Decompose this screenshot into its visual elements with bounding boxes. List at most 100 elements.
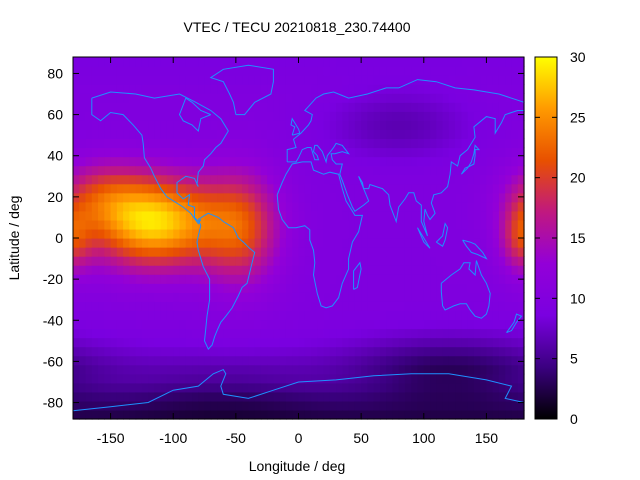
heatmap-cell [448, 292, 456, 302]
heatmap-cell [348, 183, 356, 194]
heatmap-cell [361, 409, 368, 420]
heatmap-cell [311, 93, 318, 103]
heatmap-cell [73, 292, 80, 302]
heatmap-cell [298, 274, 306, 284]
heatmap-cell [179, 283, 187, 293]
heatmap-cell [260, 400, 268, 411]
heatmap-cell [235, 337, 243, 348]
heatmap-cell [379, 346, 387, 357]
heatmap-cell [342, 292, 350, 302]
heatmap-cell [273, 138, 281, 149]
heatmap-cell [285, 283, 293, 293]
heatmap-cell [279, 147, 287, 158]
heatmap-cell [98, 228, 105, 239]
heatmap-cell [373, 210, 381, 221]
heatmap-cell [317, 346, 325, 357]
heatmap-cell [210, 319, 218, 330]
heatmap-cell [223, 382, 231, 393]
heatmap-cell [192, 265, 199, 275]
heatmap-cell [91, 274, 99, 284]
heatmap-cell [235, 120, 243, 130]
heatmap-cell [98, 310, 105, 321]
coastline-segment [276, 161, 364, 309]
heatmap-cell [448, 373, 456, 384]
heatmap-cell [285, 310, 293, 321]
heatmap-cell [373, 75, 381, 85]
heatmap-cell [242, 75, 249, 85]
heatmap-cell [517, 400, 525, 411]
heatmap-cell [116, 174, 124, 185]
heatmap-cell [267, 219, 275, 230]
heatmap-cell [110, 120, 118, 130]
heatmap-cell [448, 165, 456, 176]
heatmap-cell [98, 111, 105, 121]
heatmap-cell [110, 138, 118, 149]
heatmap-cell [498, 84, 506, 94]
heatmap-cell [73, 84, 80, 94]
heatmap-cell [160, 111, 168, 121]
heatmap-cell [273, 129, 281, 140]
heatmap-cell [304, 165, 312, 176]
heatmap-cell [329, 138, 337, 149]
heatmap-cell [73, 147, 80, 158]
heatmap-cell [79, 102, 87, 112]
heatmap-cell [198, 183, 206, 194]
heatmap-cell [511, 129, 519, 140]
heatmap-cell [498, 75, 506, 85]
heatmap-cell [329, 301, 337, 311]
heatmap-cell [367, 391, 375, 402]
heatmap-cell [123, 75, 130, 85]
heatmap-cell [273, 274, 281, 284]
heatmap-cell [285, 120, 293, 130]
heatmap-cell [442, 364, 450, 375]
heatmap-cell [336, 183, 343, 194]
heatmap-cell [148, 156, 156, 167]
heatmap-cell [166, 120, 174, 130]
heatmap-cell [267, 247, 275, 257]
heatmap-cell [285, 147, 293, 158]
heatmap-cell [260, 346, 268, 357]
heatmap-cell [298, 238, 306, 248]
heatmap-cell [455, 138, 462, 149]
heatmap-cell [379, 265, 387, 275]
heatmap-cell [329, 310, 337, 321]
heatmap-cell [486, 75, 494, 85]
heatmap-cell [492, 219, 500, 230]
heatmap-cell [279, 391, 287, 402]
heatmap-cell [298, 120, 306, 130]
heatmap-cell [98, 373, 105, 384]
heatmap-cell [91, 283, 99, 293]
heatmap-cell [361, 310, 368, 321]
heatmap-cell [517, 364, 525, 375]
heatmap-cell [430, 66, 437, 76]
heatmap-cell [379, 274, 387, 284]
heatmap-cell [336, 391, 343, 402]
heatmap-cell [79, 337, 87, 348]
heatmap-cell [166, 165, 174, 176]
coastline-segment [72, 368, 525, 412]
heatmap-cell [448, 138, 456, 149]
heatmap-cell [404, 192, 412, 203]
heatmap-cell [292, 93, 300, 103]
heatmap-cell [323, 400, 331, 411]
heatmap-cell [217, 319, 224, 330]
heatmap-cell [480, 391, 488, 402]
heatmap-cell [411, 201, 419, 212]
heatmap-cell [135, 265, 143, 275]
heatmap-cell [423, 84, 431, 94]
heatmap-cell [354, 120, 362, 130]
heatmap-cell [379, 129, 387, 140]
heatmap-cell [373, 192, 381, 203]
heatmap-cell [517, 337, 525, 348]
heatmap-cell [248, 292, 256, 302]
heatmap-cell [505, 265, 513, 275]
heatmap-cell [129, 283, 137, 293]
heatmap-cell [411, 192, 419, 203]
heatmap-cell [311, 66, 318, 76]
heatmap-cell [379, 247, 387, 257]
heatmap-cell [79, 165, 87, 176]
heatmap-cell [148, 238, 156, 248]
heatmap-cell [417, 373, 425, 384]
heatmap-cell [285, 138, 293, 149]
heatmap-cell [354, 102, 362, 112]
